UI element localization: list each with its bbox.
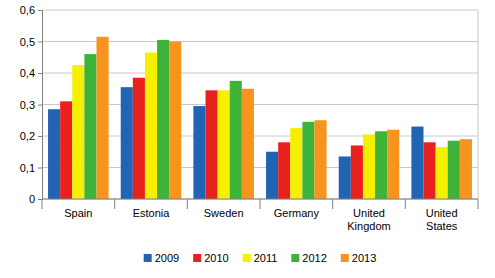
y-axis: 0 0,1 0,2 0,3 0,4 0,5 0,6 [20,4,43,205]
y-tick: 0,3 [20,99,42,111]
legend-item: 2009 [144,252,179,264]
bar [48,109,60,199]
y-tick-label: 0,6 [20,4,35,16]
bar [424,142,436,199]
legend-swatch [291,254,299,262]
y-tick: 0,4 [20,67,42,79]
x-tick-label: Germany [274,207,320,219]
bar [145,53,157,199]
bar [375,131,387,199]
y-tick-label: 0,1 [20,162,35,174]
category-separator [332,199,333,209]
bar [97,37,109,199]
y-tick: 0,6 [20,4,42,16]
bar [448,141,460,199]
bar [278,142,290,199]
x-axis: Spain Estonia Sweden Germany UnitedKingdom Un… [42,199,478,232]
x-tick-label: Spain [64,207,92,219]
legend-label: 2012 [302,252,326,264]
bar [121,87,133,199]
y-tick-mark [38,42,42,43]
y-tick-mark [38,105,42,106]
plot-frame [478,10,479,199]
y-axis-line [38,11,43,200]
y-tick: 0 [29,193,42,205]
legend-swatch [144,254,152,262]
bar [363,134,375,199]
y-tick-label: 0 [29,193,35,205]
y-tick-label: 0,4 [20,67,35,79]
category-separator [405,199,406,209]
grid-line [42,10,478,11]
bar [218,90,230,199]
x-tick-label: Sweden [204,207,244,219]
bar [72,65,84,199]
bar [169,42,181,200]
category-separator [187,199,188,209]
x-tick-label: Estonia [133,207,171,219]
y-tick-mark [38,168,42,169]
chart: 0 0,1 0,2 0,3 0,4 0,5 0,6 Spain Estonia Sweden Ger… [0,0,495,278]
bar [290,128,302,199]
legend: 2009 2010 2011 2012 2013 [144,252,377,264]
legend-label: 2011 [254,252,278,264]
bar [387,130,399,199]
bar [84,54,96,199]
y-tick-mark [38,73,42,74]
category-separator [42,199,43,209]
bar [436,147,448,199]
x-tick-label: UnitedKingdom [347,207,390,232]
legend-swatch [341,254,349,262]
legend-item: 2010 [193,252,228,264]
bar [193,106,205,199]
bars [48,37,472,199]
bar [302,122,314,199]
legend-label: 2010 [204,252,228,264]
category-separator [114,199,115,209]
legend-swatch [243,254,251,262]
bar [230,81,242,199]
x-tick-label: UnitedStates [426,207,458,232]
bar [351,145,363,199]
legend-label: 2009 [155,252,179,264]
y-tick: 0,5 [20,36,42,48]
bar [339,156,351,199]
y-tick-mark [38,10,42,11]
bar [157,40,169,199]
y-tick-label: 0,3 [20,99,35,111]
legend-item: 2011 [243,252,278,264]
category-separator [260,199,261,209]
plot: 0 0,1 0,2 0,3 0,4 0,5 0,6 Spain Estonia Sweden Ger… [20,4,478,232]
bar [411,127,423,199]
y-tick-mark [38,199,42,200]
grid [42,10,478,199]
bar [133,78,145,199]
bar [60,101,72,199]
bar [242,89,254,199]
y-tick-label: 0,2 [20,130,35,142]
y-tick: 0,1 [20,162,42,174]
y-tick: 0,2 [20,130,42,142]
bar [460,139,472,199]
y-tick-mark [38,136,42,137]
legend-swatch [193,254,201,262]
legend-item: 2012 [291,252,326,264]
y-tick-label: 0,5 [20,36,35,48]
bar [266,152,278,199]
bar [206,90,218,199]
category-separator [478,199,479,209]
legend-label: 2013 [352,252,376,264]
bar [315,120,327,199]
legend-item: 2013 [341,252,376,264]
